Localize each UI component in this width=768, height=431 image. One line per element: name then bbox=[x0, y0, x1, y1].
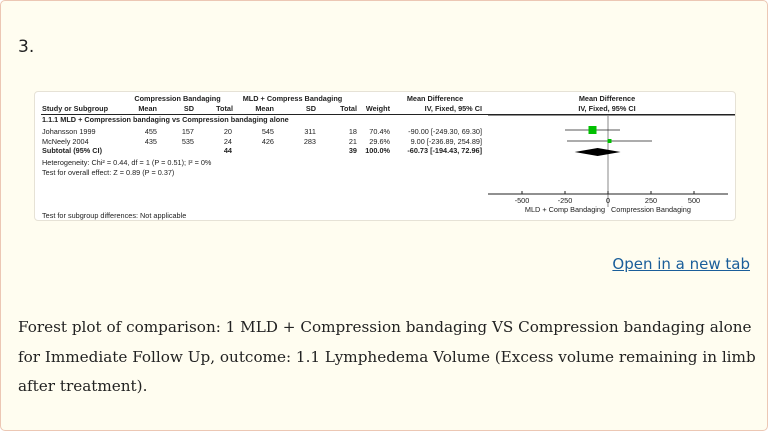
control-total: 20 bbox=[223, 127, 232, 136]
col-control-mean: Mean bbox=[138, 104, 157, 113]
effect-square-mcneely bbox=[607, 139, 612, 143]
axis-left-label: MLD + Comp Bandaging bbox=[524, 205, 605, 214]
effect-plot-header: Mean Difference bbox=[578, 94, 636, 103]
item-number: 3. bbox=[18, 37, 35, 57]
effect-table-header: Mean Difference bbox=[406, 94, 464, 103]
weight: 70.4% bbox=[369, 127, 390, 136]
overall-effect-text: Test for overall effect: Z = 0.89 (P = 0… bbox=[42, 168, 175, 177]
control-mean: 435 bbox=[144, 137, 157, 146]
subgroup-title: 1.1.1 MLD + Compression bandaging vs Com… bbox=[42, 115, 289, 124]
exp-mean: 545 bbox=[261, 127, 274, 136]
col-plot-ci: IV, Fixed, 95% CI bbox=[578, 104, 636, 113]
exp-sd: 283 bbox=[303, 137, 316, 146]
control-sd: 535 bbox=[181, 137, 194, 146]
tick-label: -500 bbox=[514, 196, 530, 205]
col-weight: Weight bbox=[365, 104, 390, 113]
ci-text: 9.00 [-236.89, 254.89] bbox=[410, 137, 482, 146]
effect-square-johansson bbox=[588, 126, 597, 134]
col-exp-sd: SD bbox=[305, 104, 316, 113]
col-control-total: Total bbox=[216, 104, 233, 113]
subtotal-control-total: 44 bbox=[223, 146, 232, 155]
tick-label: 0 bbox=[605, 196, 611, 205]
control-sd: 157 bbox=[181, 127, 194, 136]
control-group-header: Compression Bandaging bbox=[134, 94, 221, 103]
exp-mean: 426 bbox=[261, 137, 274, 146]
header-divider bbox=[41, 114, 735, 115]
col-exp-mean: Mean bbox=[255, 104, 274, 113]
axis-right-label: Compression Bandaging bbox=[611, 205, 691, 214]
tick-label: 250 bbox=[644, 196, 658, 205]
subtotal-ci: -60.73 [-194.43, 72.96] bbox=[407, 146, 482, 155]
experimental-group-header: MLD + Compress Bandaging bbox=[242, 94, 343, 103]
exp-sd: 311 bbox=[304, 127, 316, 136]
weight: 29.6% bbox=[369, 137, 390, 146]
tick-label: -250 bbox=[557, 196, 573, 205]
subtotal-exp-total: 39 bbox=[348, 146, 357, 155]
control-total: 24 bbox=[223, 137, 232, 146]
tick-label: 500 bbox=[687, 196, 701, 205]
summary-diamond bbox=[574, 148, 621, 156]
col-study: Study or Subgroup bbox=[42, 104, 109, 113]
control-mean: 455 bbox=[144, 127, 157, 136]
figure-caption: Forest plot of comparison: 1 MLD + Compr… bbox=[18, 318, 756, 395]
col-exp-total: Total bbox=[340, 104, 357, 113]
ci-text: -90.00 [-249.30, 69.30] bbox=[408, 127, 482, 136]
exp-total: 18 bbox=[348, 127, 357, 136]
col-ci: IV, Fixed, 95% CI bbox=[424, 104, 482, 113]
subgroup-differences-text: Test for subgroup differences: Not appli… bbox=[42, 211, 187, 220]
open-in-new-tab-link[interactable]: Open in a new tab bbox=[612, 255, 750, 273]
exp-total: 21 bbox=[348, 137, 357, 146]
study-name: McNeely 2004 bbox=[42, 137, 89, 146]
subtotal-weight: 100.0% bbox=[365, 146, 390, 155]
subtotal-label: Subtotal (95% CI) bbox=[42, 146, 102, 155]
forest-plot-graphic bbox=[488, 114, 735, 207]
forest-plot-figure: Compression Bandaging MLD + Compress Ban… bbox=[34, 91, 736, 221]
col-control-sd: SD bbox=[183, 104, 194, 113]
study-name: Johansson 1999 bbox=[42, 127, 96, 136]
heterogeneity-text: Heterogeneity: Chi² = 0.44, df = 1 (P = … bbox=[42, 158, 212, 167]
